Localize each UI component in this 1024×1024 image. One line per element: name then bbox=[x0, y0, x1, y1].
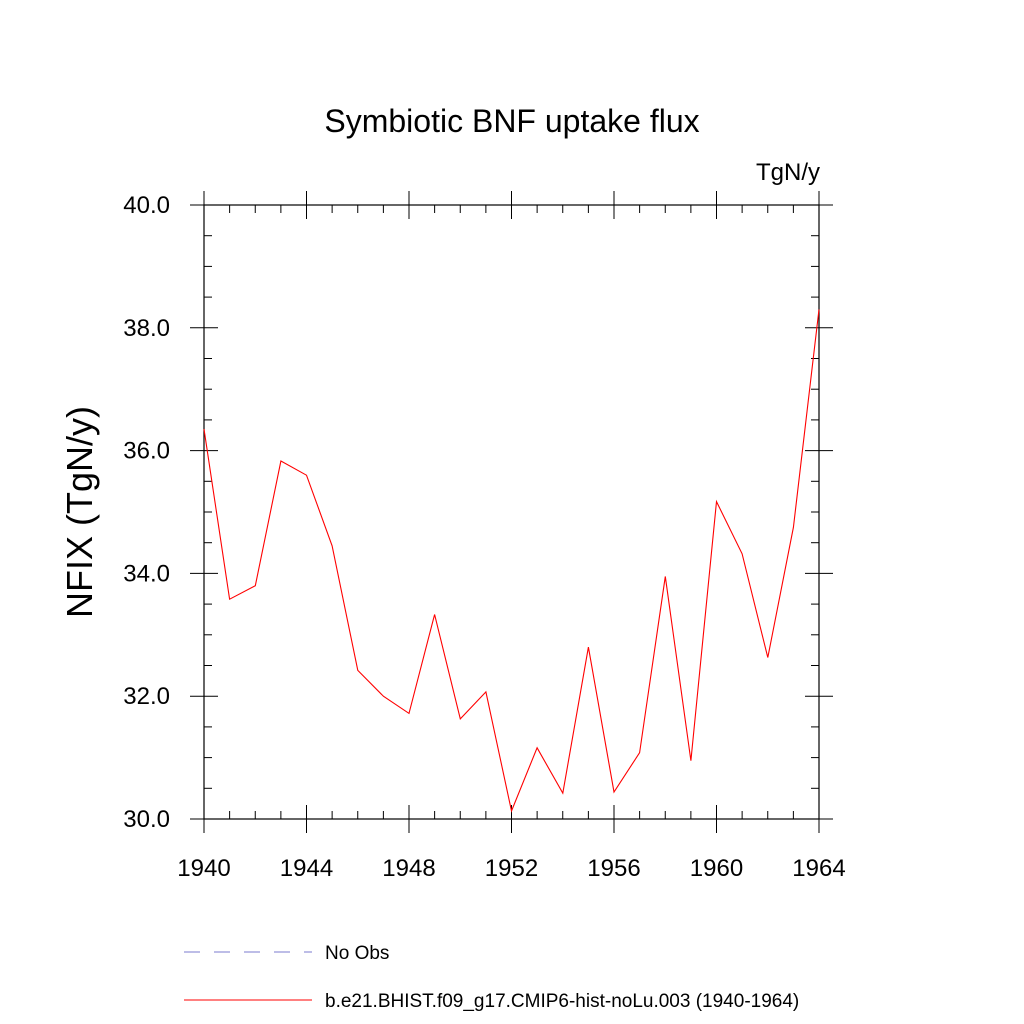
data-point bbox=[586, 645, 591, 650]
data-point bbox=[714, 499, 719, 504]
y-tick-label: 40.0 bbox=[123, 192, 170, 219]
legend-label-0: No Obs bbox=[325, 943, 389, 964]
series-line-0 bbox=[203, 309, 820, 813]
minor-ticks bbox=[204, 205, 819, 819]
y-tick-label: 36.0 bbox=[123, 438, 170, 465]
plot-frame bbox=[203, 204, 820, 820]
x-tick-label: 1940 bbox=[177, 855, 230, 882]
data-point bbox=[765, 655, 770, 660]
data-point bbox=[355, 668, 360, 673]
data-point bbox=[432, 612, 437, 617]
data-point bbox=[791, 525, 796, 530]
legend-label-1: b.e21.BHIST.f09_g17.CMIP6-hist-noLu.003 … bbox=[325, 991, 799, 1012]
data-point bbox=[560, 791, 565, 796]
y-axis-label: NFIX (TgN/y) bbox=[59, 406, 100, 618]
data-point bbox=[740, 551, 745, 556]
units-label: TgN/y bbox=[756, 159, 820, 186]
x-tick-label: 1944 bbox=[280, 855, 333, 882]
chart-title: Symbiotic BNF uptake flux bbox=[324, 103, 699, 139]
data-point bbox=[304, 473, 309, 478]
data-point bbox=[612, 789, 617, 794]
x-tick-label: 1964 bbox=[792, 855, 845, 882]
data-point bbox=[509, 809, 514, 814]
data-point bbox=[663, 574, 668, 579]
data-point bbox=[535, 745, 540, 750]
data-point bbox=[381, 694, 386, 699]
x-tick-label: 1952 bbox=[485, 855, 538, 882]
data-point bbox=[458, 716, 463, 721]
data-point bbox=[407, 711, 412, 716]
y-tick-label: 38.0 bbox=[123, 315, 170, 342]
data-point bbox=[637, 750, 642, 755]
data-point bbox=[253, 583, 258, 588]
x-tick-label: 1948 bbox=[382, 855, 435, 882]
data-point bbox=[817, 307, 822, 312]
data-point bbox=[278, 459, 283, 464]
data-point bbox=[202, 427, 207, 432]
legend: No Obs b.e21.BHIST.f09_g17.CMIP6-hist-noL… bbox=[184, 943, 799, 1012]
data-point bbox=[483, 689, 488, 694]
y-tick-label: 34.0 bbox=[123, 560, 170, 587]
x-tick-label: 1960 bbox=[690, 855, 743, 882]
data-point bbox=[330, 543, 335, 548]
tick-labels: 1940 1944 1948 1952 1956 1960 1964 30.0 32.0 34.0… bbox=[123, 192, 845, 882]
major-ticks bbox=[190, 191, 833, 833]
y-tick-label: 30.0 bbox=[123, 806, 170, 833]
x-tick-label: 1956 bbox=[587, 855, 640, 882]
data-point bbox=[688, 758, 693, 763]
y-tick-label: 32.0 bbox=[123, 683, 170, 710]
data-point bbox=[227, 597, 232, 602]
series-layer bbox=[202, 307, 822, 814]
